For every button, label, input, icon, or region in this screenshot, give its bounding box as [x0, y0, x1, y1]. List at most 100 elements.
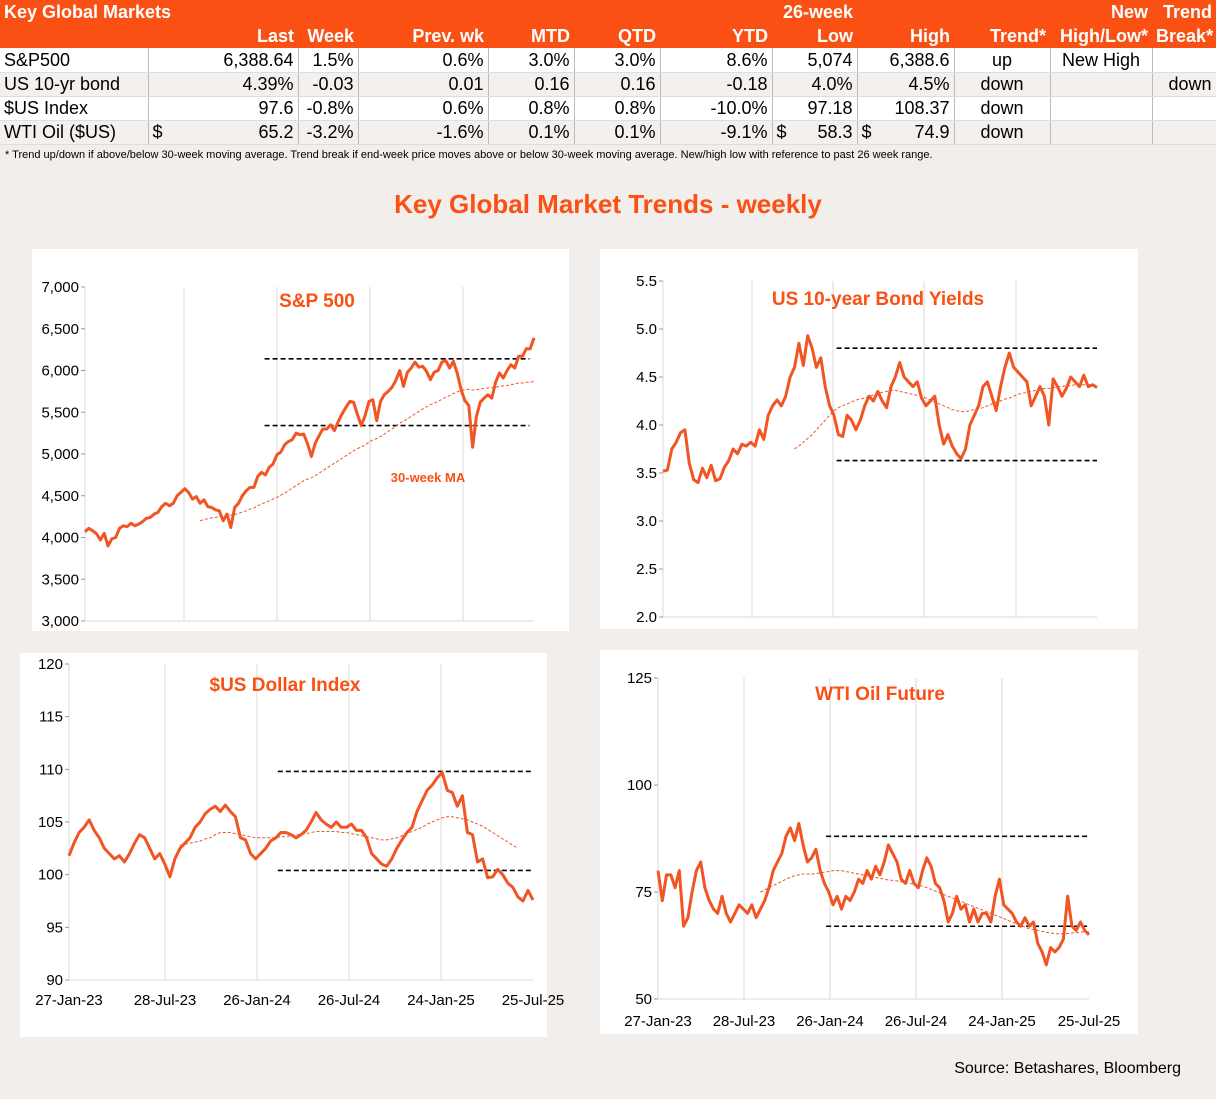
row-name: S&P500 [0, 48, 149, 73]
y-tick-label: 3,500 [41, 571, 79, 588]
moving-average-line [760, 870, 1089, 935]
x-tick-label: 24-Jan-25 [968, 1013, 1036, 1030]
cell-low: $58.3 [772, 120, 858, 145]
price-series-line [67, 771, 535, 903]
x-tick-label: 24-Jan-25 [407, 992, 475, 1009]
cell-qtd: 3.0% [574, 48, 661, 73]
market-table: Key Global Markets 26-week New Trend Las… [0, 0, 1216, 145]
wti-oil-chart: 50 75 100 125 27-Jan-23 28-Jul-23 26-Jan-24 26-… [624, 670, 1121, 1030]
bond-yield-panel: 2.0 2.5 3.0 3.5 4.0 4.5 5.0 5.5 US 10-year Bond … [600, 249, 1138, 629]
cell-week: -0.03 [298, 72, 359, 97]
table-row: US 10-yr bond 4.39% -0.03 0.01 0.16 0.16… [0, 72, 1216, 97]
x-tick-label: 27-Jan-23 [624, 1013, 692, 1030]
cell-prev-wk: 0.6% [358, 96, 489, 121]
cell-mtd: 0.16 [488, 72, 575, 97]
y-tick-label: 5.5 [636, 273, 657, 290]
x-tick-label: 26-Jul-24 [318, 992, 381, 1009]
cell-prev-wk: -1.6% [358, 120, 489, 145]
cell-prev-wk: 0.6% [358, 48, 489, 73]
y-tick-label: 105 [38, 814, 63, 831]
cell-new-high-low [1050, 120, 1153, 145]
moving-average-line [794, 384, 1097, 450]
col-header-trend-break: Break* [1152, 24, 1216, 48]
header-new: New [1050, 0, 1153, 24]
y-tick-label: 120 [38, 656, 63, 673]
y-tick-label: 100 [38, 867, 63, 884]
cell-high: $74.9 [857, 120, 955, 145]
moving-average-line [179, 816, 519, 849]
price-series-line [662, 334, 1098, 485]
cell-mtd: 0.8% [488, 96, 575, 121]
y-tick-label: 4,500 [41, 488, 79, 505]
sp500-panel: 3,000 3,500 4,000 4,500 5,000 5,500 6,000 6,500… [32, 249, 569, 631]
y-tick-label: 100 [627, 777, 652, 794]
chart-title: $US Dollar Index [210, 675, 361, 696]
x-tick-label: 25-Jul-25 [1058, 1013, 1121, 1030]
y-tick-label: 110 [39, 761, 63, 778]
cell-ytd: 8.6% [660, 48, 773, 73]
row-name: $US Index [0, 96, 149, 121]
cell-last: 6,388.64 [148, 48, 299, 73]
cell-trend-break [1152, 120, 1216, 145]
cell-prev-wk: 0.01 [358, 72, 489, 97]
moving-average-line [199, 380, 535, 522]
cell-new-high-low [1050, 96, 1153, 121]
chart-annotation: 30-week MA [391, 470, 466, 485]
y-tick-label: 50 [635, 991, 652, 1008]
cell-last: 4.39% [148, 72, 299, 97]
table-row: S&P500 6,388.64 1.5% 0.6% 3.0% 3.0% 8.6%… [0, 48, 1216, 73]
source-note: Source: Betashares, Bloomberg [954, 1060, 1181, 1077]
cell-week: 1.5% [298, 48, 359, 73]
y-tick-label: 6,000 [41, 363, 79, 380]
footnote: * Trend up/down if above/below 30-week m… [5, 149, 933, 161]
page-title: Key Global Market Trends - weekly [394, 189, 822, 219]
y-tick-label: 4,000 [41, 530, 79, 547]
cell-high: 108.37 [857, 96, 955, 121]
cell-mtd: 0.1% [488, 120, 575, 145]
cell-trend-break [1152, 96, 1216, 121]
cell-last: 97.6 [148, 96, 299, 121]
cell-qtd: 0.8% [574, 96, 661, 121]
x-tick-label: 28-Jul-23 [134, 992, 197, 1009]
cell-low: 5,074 [772, 48, 858, 73]
usd-index-panel: 90 95 100 105 110 115 120 27-Jan-23 28-Jul-23 26-… [20, 653, 564, 1037]
y-tick-label: 90 [46, 972, 63, 989]
cell-qtd: 0.16 [574, 72, 661, 97]
col-header-low: Low [772, 24, 858, 48]
cell-low: 4.0% [772, 72, 858, 97]
col-header-trend: Trend* [954, 24, 1051, 48]
sp500-chart: 3,000 3,500 4,000 4,500 5,000 5,500 6,000 6,500… [41, 279, 536, 630]
cell-trend: down [954, 120, 1051, 145]
cell-trend-break [1152, 48, 1216, 73]
row-name: US 10-yr bond [0, 72, 149, 97]
col-header-new-high-low: High/Low* [1050, 24, 1153, 48]
col-header-qtd: QTD [574, 24, 661, 48]
cell-trend: up [954, 48, 1051, 73]
y-tick-label: 2.0 [636, 609, 657, 626]
cell-qtd: 0.1% [574, 120, 661, 145]
bond-yield-chart: 2.0 2.5 3.0 3.5 4.0 4.5 5.0 5.5 US 10-year Bond … [636, 273, 1098, 626]
y-tick-label: 3,000 [41, 613, 79, 630]
col-header-last: Last [148, 24, 298, 48]
col-header-week: Week [298, 24, 359, 48]
cell-low: 97.18 [772, 96, 858, 121]
cell-mtd: 3.0% [488, 48, 575, 73]
chart-title: S&P 500 [279, 291, 355, 312]
y-tick-label: 3.0 [636, 513, 657, 530]
y-tick-label: 4.5 [636, 369, 657, 386]
x-tick-label: 25-Jul-25 [502, 992, 565, 1009]
col-header-ytd: YTD [660, 24, 773, 48]
x-tick-label: 26-Jan-24 [796, 1013, 864, 1030]
col-header-mtd: MTD [488, 24, 575, 48]
header-trend: Trend [1152, 0, 1216, 24]
price-series-line [83, 337, 536, 548]
col-header-high: High [857, 24, 955, 48]
header-row-bottom: Last Week Prev. wk MTD QTD YTD Low High … [0, 24, 1216, 48]
chart-title: WTI Oil Future [815, 684, 945, 705]
x-tick-label: 27-Jan-23 [35, 992, 103, 1009]
cell-high: 6,388.6 [857, 48, 955, 73]
cell-last: $65.2 [148, 120, 299, 145]
row-name: WTI Oil ($US) [0, 120, 149, 145]
header-26week: 26-week [772, 0, 858, 24]
cell-week: -3.2% [298, 120, 359, 145]
